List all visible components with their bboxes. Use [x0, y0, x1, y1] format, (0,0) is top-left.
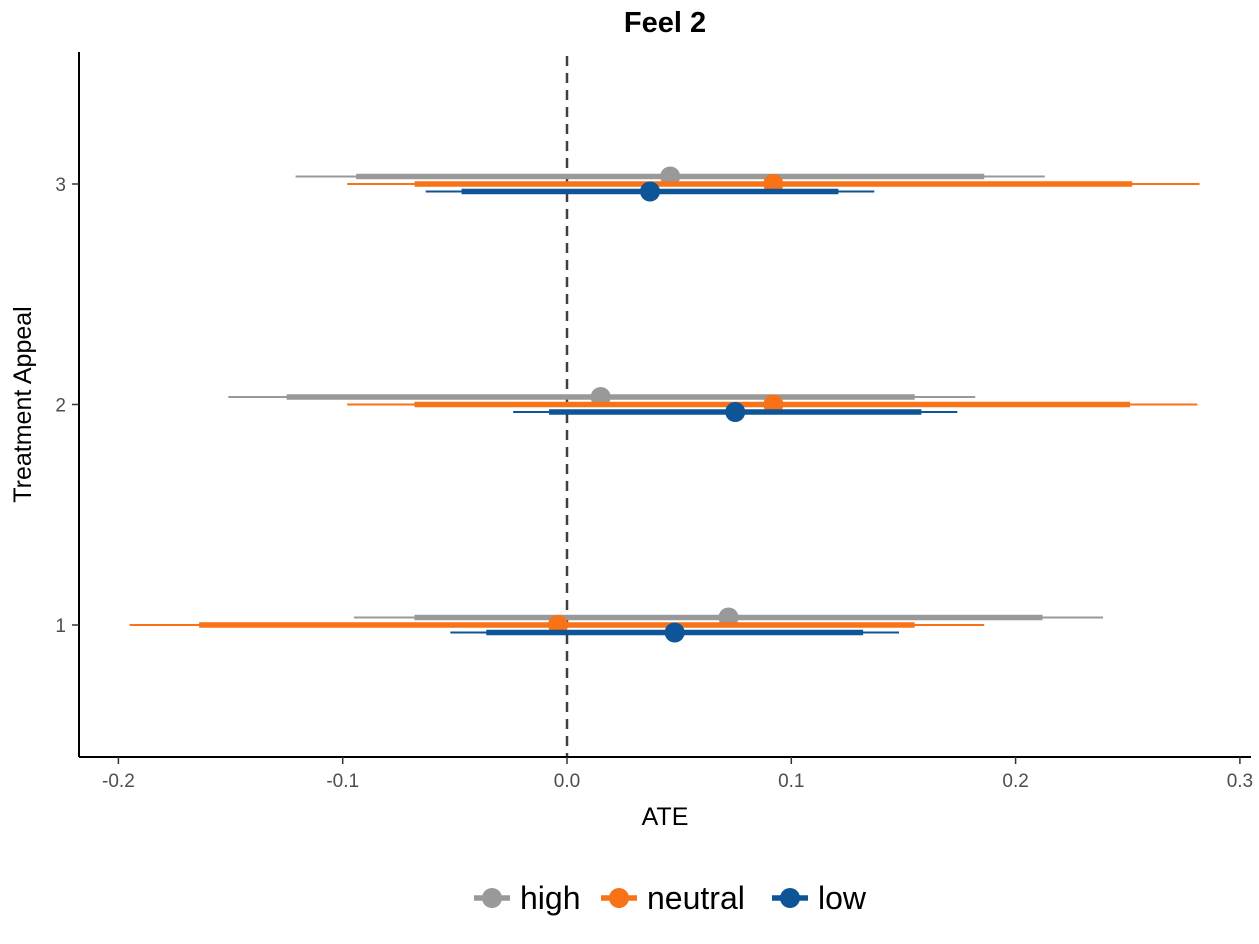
legend-item-low: low: [772, 880, 867, 916]
point-low: [639, 181, 660, 202]
x-tick-label: 0.3: [1227, 771, 1253, 792]
x-axis-ticks: -0.2 -0.1 0.0 0.1 0.2 0.3: [102, 757, 1253, 792]
y-tick-label: 1: [55, 616, 66, 637]
legend-label-low: low: [818, 880, 867, 916]
x-tick-label: -0.1: [326, 771, 359, 792]
legend-key-point: [482, 888, 502, 908]
x-tick-label: 0.2: [1002, 771, 1028, 792]
y-tick-label: 3: [55, 175, 66, 196]
series-low: [425, 181, 958, 643]
legend-item-neutral: neutral: [601, 880, 745, 916]
x-tick-label: 0.1: [778, 771, 804, 792]
y-axis-title: Treatment Appeal: [9, 306, 37, 502]
y-tick-label: 2: [55, 396, 66, 417]
legend: high neutral low: [474, 880, 867, 916]
plot-area: [129, 56, 1200, 757]
legend-item-high: high: [474, 880, 581, 916]
x-tick-label: 0.0: [554, 771, 580, 792]
point-low: [664, 622, 685, 643]
point-low: [725, 402, 746, 422]
legend-key-point: [609, 888, 629, 908]
legend-label-high: high: [520, 880, 581, 916]
series-neutral: [129, 174, 1200, 635]
x-tick-label: -0.2: [102, 771, 135, 792]
x-axis-title: ATE: [642, 803, 689, 831]
y-axis-ticks: 1 2 3: [55, 175, 79, 637]
legend-key-point: [780, 888, 800, 908]
series-high: [228, 166, 1104, 628]
legend-label-neutral: neutral: [647, 880, 745, 916]
chart-title: Feel 2: [624, 7, 706, 39]
